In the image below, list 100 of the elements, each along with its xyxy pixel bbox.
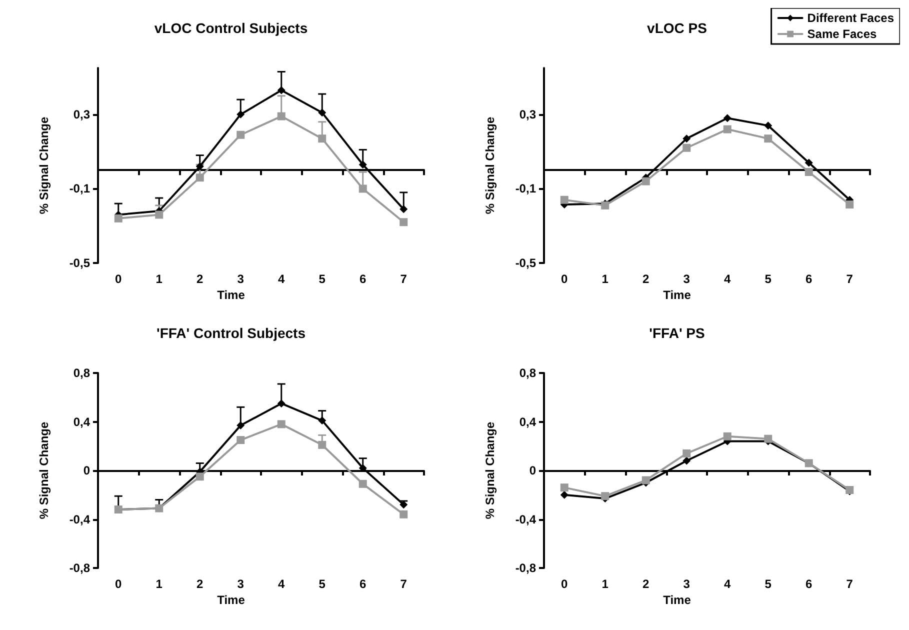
x-tick-label: 3 [237, 272, 244, 286]
x-tick-label: 5 [318, 272, 326, 286]
x-axis-title: Time [217, 593, 246, 607]
x-tick-label: 4 [724, 577, 732, 591]
point [682, 456, 691, 465]
point [318, 134, 326, 143]
x-tick-label: 0 [115, 577, 122, 591]
x-tick-label: 5 [764, 272, 772, 286]
y-tick-label: -0,4 [515, 512, 536, 526]
chart-title: vLOC PS [647, 20, 707, 36]
x-axis-title: Time [663, 288, 692, 302]
x-tick-label: 7 [846, 577, 854, 591]
x-tick-label: 6 [806, 577, 813, 591]
y-tick-label: 0,3 [73, 107, 90, 122]
point [560, 196, 568, 204]
x-tick-label: 4 [724, 272, 732, 286]
x-tick-label: 2 [642, 577, 650, 591]
x-tick-label: 4 [278, 272, 286, 286]
x-tick-label: 2 [642, 272, 650, 286]
point [642, 177, 650, 186]
x-tick-label: 4 [278, 577, 286, 591]
y-tick-label: -0,8 [69, 561, 90, 575]
point [318, 440, 326, 449]
point [114, 214, 122, 222]
point [682, 449, 691, 458]
point [400, 500, 408, 509]
y-tick-label: -0,5 [515, 256, 536, 270]
x-tick-label: 3 [237, 577, 244, 591]
x-tick-label: 0 [561, 577, 568, 591]
point [236, 436, 245, 444]
x-tick-label: 5 [764, 577, 772, 591]
y-tick-label: -0,4 [69, 512, 90, 526]
point [277, 86, 286, 94]
point [601, 492, 610, 500]
x-tick-label: 6 [360, 272, 367, 286]
x-tick-label: 3 [683, 577, 690, 591]
point [560, 484, 568, 492]
y-tick-label: -0,1 [69, 182, 90, 196]
point [155, 210, 164, 219]
point [682, 134, 691, 143]
chart-title: 'FFA' PS [649, 325, 705, 341]
point [196, 162, 204, 170]
y-tick-label: 0 [529, 464, 536, 478]
point [318, 416, 326, 425]
point [196, 174, 204, 182]
x-tick-label: 7 [400, 272, 408, 286]
point [764, 134, 772, 143]
y-tick-label: 0,8 [73, 366, 90, 380]
x-tick-label: 1 [156, 272, 163, 286]
x-tick-label: 2 [196, 272, 204, 286]
y-tick-label: -0,1 [515, 182, 536, 196]
point [318, 108, 326, 117]
y-tick-label: 0,4 [73, 414, 90, 429]
y-axis-title: % Signal Change [37, 422, 51, 520]
x-tick-label: 2 [196, 577, 204, 591]
y-tick-label: 0,8 [519, 366, 536, 380]
point [277, 420, 286, 428]
x-tick-label: 6 [806, 272, 813, 286]
point [277, 112, 286, 120]
point [642, 476, 650, 484]
y-tick-label: 0,3 [519, 107, 536, 122]
x-tick-label: 1 [602, 577, 609, 591]
point [560, 490, 568, 499]
point [400, 205, 408, 214]
point [764, 122, 772, 130]
x-tick-label: 5 [318, 577, 326, 591]
point [723, 114, 732, 122]
y-axis-title: % Signal Change [483, 116, 497, 214]
x-tick-label: 0 [115, 272, 122, 286]
y-axis-title: % Signal Change [37, 116, 51, 214]
chart-title: 'FFA' Control Subjects [156, 325, 306, 341]
point [358, 184, 367, 193]
point [723, 125, 732, 134]
point [804, 168, 813, 176]
point [277, 399, 286, 408]
point [400, 218, 408, 226]
y-tick-label: 0,4 [519, 414, 536, 429]
x-tick-label: 1 [602, 272, 609, 286]
y-tick-label: -0,5 [69, 256, 90, 270]
x-tick-label: 0 [561, 272, 568, 286]
point [804, 158, 813, 167]
point [358, 160, 367, 169]
y-axis-title: % Signal Change [483, 422, 497, 520]
x-tick-label: 7 [846, 272, 854, 286]
point [236, 421, 245, 430]
x-axis-title: Time [663, 593, 692, 607]
chart-title: vLOC Control Subjects [154, 20, 308, 36]
point [236, 110, 245, 118]
point [846, 200, 854, 208]
point [723, 432, 732, 440]
point [400, 510, 408, 518]
point [682, 144, 691, 152]
point [764, 434, 772, 443]
point [358, 464, 367, 472]
y-tick-label: 0 [83, 464, 90, 478]
legend-label: Same Faces [807, 27, 878, 41]
point [358, 480, 367, 488]
x-tick-label: 7 [400, 577, 408, 591]
point [196, 472, 204, 481]
legend-label: Different Faces [807, 11, 894, 25]
